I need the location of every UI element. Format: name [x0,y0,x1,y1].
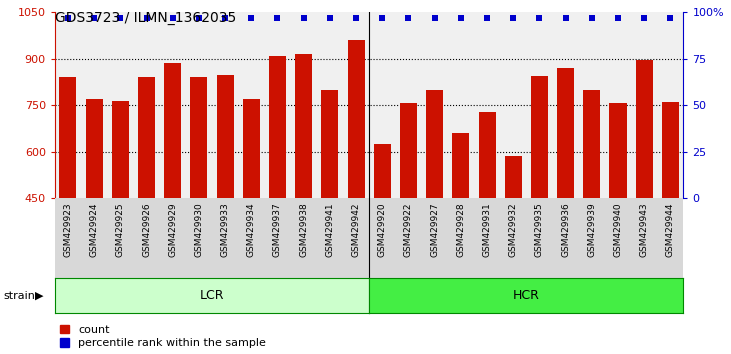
Text: ▶: ▶ [35,291,44,301]
Text: HCR: HCR [513,289,539,302]
Bar [59,77,77,338]
Text: GSM429925: GSM429925 [115,202,125,257]
Text: GSM429920: GSM429920 [378,202,387,257]
Bar [583,90,600,338]
Bar [138,77,155,338]
Bar [557,68,574,338]
Bar [426,90,443,338]
Text: strain: strain [4,291,36,301]
Bar [243,99,260,338]
Text: GSM429941: GSM429941 [325,202,334,257]
Text: GSM429935: GSM429935 [535,202,544,257]
Bar [190,78,208,338]
Bar [86,99,102,338]
Text: GSM429922: GSM429922 [404,202,413,257]
Text: GSM429933: GSM429933 [221,202,230,257]
Text: GSM429930: GSM429930 [194,202,203,257]
Bar [164,63,181,338]
Text: GSM429939: GSM429939 [587,202,596,257]
Text: GSM429929: GSM429929 [168,202,177,257]
Bar [322,90,338,338]
Bar [374,144,391,338]
Text: GSM429942: GSM429942 [352,202,360,257]
Bar [531,76,548,338]
Text: GSM429931: GSM429931 [482,202,491,257]
Text: GSM429923: GSM429923 [64,202,72,257]
Text: GSM429936: GSM429936 [561,202,570,257]
Bar [216,75,234,338]
Text: GSM429926: GSM429926 [142,202,151,257]
Text: GSM429937: GSM429937 [273,202,282,257]
Bar [452,133,469,338]
Text: GSM429943: GSM429943 [640,202,648,257]
Legend: count, percentile rank within the sample: count, percentile rank within the sample [61,325,266,348]
Text: GDS3723 / ILMN_1362035: GDS3723 / ILMN_1362035 [55,11,236,25]
Bar [112,101,129,338]
Text: GSM429928: GSM429928 [456,202,466,257]
Text: LCR: LCR [200,289,224,302]
Bar [269,56,286,338]
Text: GSM429934: GSM429934 [247,202,256,257]
Text: GSM429927: GSM429927 [430,202,439,257]
Text: GSM429944: GSM429944 [666,202,675,257]
Bar [504,156,522,338]
Bar [400,103,417,338]
Text: GSM429938: GSM429938 [299,202,308,257]
Bar [295,54,312,338]
Bar [347,40,365,338]
Bar [610,103,626,338]
Text: GSM429924: GSM429924 [90,202,99,257]
Bar [479,112,496,338]
Text: GSM429940: GSM429940 [613,202,623,257]
Bar [636,61,653,338]
Bar [662,102,679,338]
Text: GSM429932: GSM429932 [509,202,518,257]
